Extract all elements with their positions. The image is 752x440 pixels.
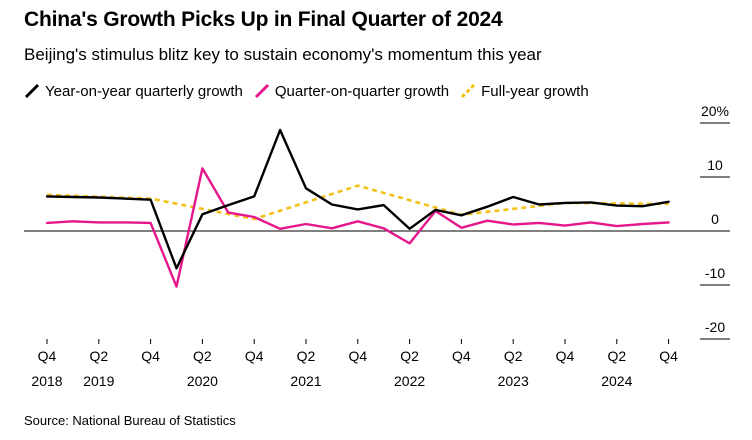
legend-swatch-full-year — [461, 83, 476, 99]
x-tick-label-quarter: Q2 — [400, 348, 419, 364]
legend-item-qoq: Quarter-on-quarter growth — [254, 83, 449, 100]
legend-label-full-year: Full-year growth — [481, 82, 589, 100]
chart-subtitle: Beijing's stimulus blitz key to sustain … — [24, 45, 542, 64]
x-tick-label-quarter: Q4 — [141, 348, 160, 364]
x-tick-label-quarter: Q2 — [504, 348, 523, 364]
x-tick-label-quarter: Q4 — [245, 348, 264, 364]
chart-legend: Year-on-year quarterly growth Quarter-on… — [24, 81, 600, 101]
series-line-qoq — [45, 167, 670, 288]
chart-title: China's Growth Picks Up in Final Quarter… — [24, 8, 503, 31]
x-tick-label-quarter: Q4 — [348, 348, 367, 364]
x-tick-label-year: 2022 — [394, 373, 425, 389]
y-tick-label: -10 — [705, 265, 725, 281]
x-tick-label-quarter: Q4 — [452, 348, 471, 364]
x-tick-label-quarter: Q4 — [556, 348, 575, 364]
x-tick-label-quarter: Q2 — [297, 348, 316, 364]
series-line-yoy — [45, 128, 670, 270]
legend-item-full-year: Full-year growth — [460, 83, 589, 100]
x-tick-label-year: 2021 — [290, 373, 321, 389]
legend-item-yoy: Year-on-year quarterly growth — [24, 83, 243, 100]
source-note: Source: National Bureau of Statistics — [24, 413, 236, 428]
x-tick-label-quarter: Q2 — [607, 348, 626, 364]
y-tick-label: 20% — [701, 103, 729, 119]
x-tick-label-year: 2020 — [187, 373, 218, 389]
y-tick-label: 0 — [711, 211, 719, 227]
x-tick-label-year: 2018 — [31, 373, 62, 389]
x-axis-ticks: Q4 2018 Q2 2019 Q4 Q2 2020 Q4 Q2 2021 Q4 Q2 2022 Q4 Q2… — [31, 339, 678, 389]
x-tick-label-year: 2023 — [498, 373, 529, 389]
x-tick-label-year: 2024 — [601, 373, 632, 389]
legend-swatch-qoq — [254, 83, 269, 99]
legend-swatch-yoy — [24, 83, 40, 99]
x-tick-label-quarter: Q2 — [193, 348, 212, 364]
x-tick-label-quarter: Q4 — [659, 348, 678, 364]
legend-label-qoq: Quarter-on-quarter growth — [274, 82, 450, 100]
x-tick-label-year: 2019 — [83, 373, 114, 389]
x-tick-label-quarter: Q2 — [89, 348, 108, 364]
y-tick-label: -20 — [705, 319, 725, 335]
legend-label-yoy: Year-on-year quarterly growth — [45, 82, 243, 100]
y-tick-label: 10 — [707, 157, 723, 173]
x-tick-label-quarter: Q4 — [38, 348, 57, 364]
series-layer — [45, 128, 670, 288]
y-axis-ticks: 20% 10 0 -10 -20 — [700, 103, 730, 340]
